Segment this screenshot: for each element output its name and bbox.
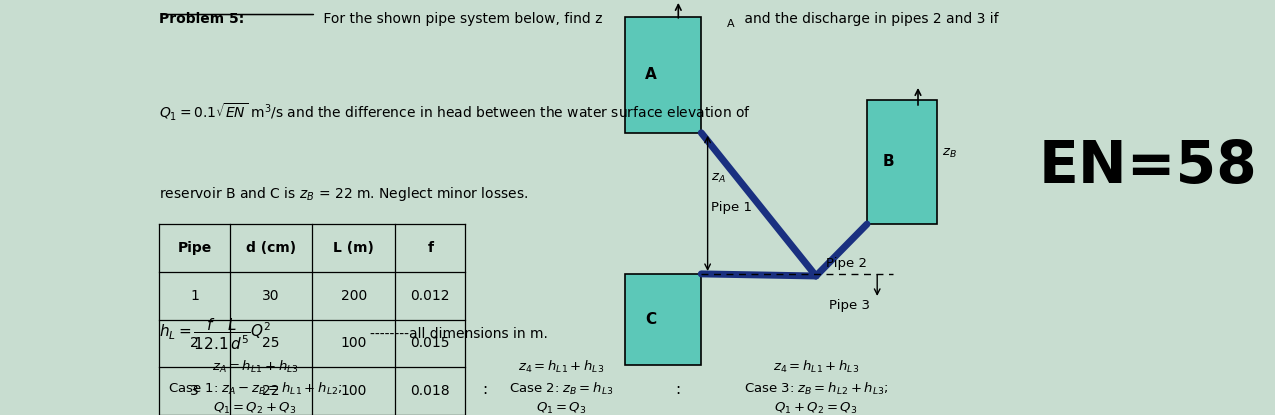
Text: Case 3: $z_B = h_{L2} + h_{L3}$;: Case 3: $z_B = h_{L2} + h_{L3}$; (743, 381, 889, 397)
Text: 200: 200 (340, 289, 367, 303)
Text: $Q_1 + Q_2 = Q_3$: $Q_1 + Q_2 = Q_3$ (774, 401, 858, 415)
Text: C: C (645, 312, 657, 327)
Text: 22: 22 (263, 384, 279, 398)
Text: $z_A$: $z_A$ (711, 172, 727, 185)
Text: EN=58: EN=58 (1038, 137, 1257, 195)
Text: 1: 1 (190, 289, 199, 303)
Text: $h_L = \dfrac{f \quad L}{12.1\,d^5}Q^2$: $h_L = \dfrac{f \quad L}{12.1\,d^5}Q^2$ (159, 316, 272, 352)
Text: A: A (645, 67, 657, 82)
Text: $z_4 = h_{L1} + h_{L3}$: $z_4 = h_{L1} + h_{L3}$ (518, 359, 604, 375)
Bar (625, 17, 701, 133)
Text: 0.012: 0.012 (411, 289, 450, 303)
Text: Pipe: Pipe (177, 241, 212, 255)
Text: and the discharge in pipes 2 and 3 if: and the discharge in pipes 2 and 3 if (740, 12, 998, 27)
Text: A: A (727, 19, 734, 29)
Text: 100: 100 (340, 337, 367, 350)
Text: Problem 5:: Problem 5: (159, 12, 245, 27)
Text: 3: 3 (190, 384, 199, 398)
Text: $z_B$: $z_B$ (942, 147, 958, 160)
Bar (867, 100, 937, 224)
Text: Pipe 3: Pipe 3 (829, 298, 870, 312)
Text: For the shown pipe system below, find z: For the shown pipe system below, find z (319, 12, 602, 27)
Text: --------all dimensions in m.: --------all dimensions in m. (370, 327, 548, 341)
Text: B: B (882, 154, 894, 169)
Text: Case 1: $z_A - z_B = h_{L1} + h_{L2}$;: Case 1: $z_A - z_B = h_{L1} + h_{L2}$; (168, 381, 342, 397)
Text: $Q_1 = Q_3$: $Q_1 = Q_3$ (536, 401, 586, 415)
Bar (625, 274, 701, 365)
Text: $z_A = h_{L1} + h_{L3}$: $z_A = h_{L1} + h_{L3}$ (212, 359, 298, 375)
Text: 30: 30 (263, 289, 279, 303)
Text: :: : (482, 382, 487, 397)
Text: 0.015: 0.015 (411, 337, 450, 350)
Text: reservoir B and C is $z_B$ = 22 m. Neglect minor losses.: reservoir B and C is $z_B$ = 22 m. Negle… (159, 185, 529, 203)
Text: f: f (427, 241, 434, 255)
Text: 25: 25 (263, 337, 279, 350)
Text: $Q_1 = Q_2 + Q_3$: $Q_1 = Q_2 + Q_3$ (213, 401, 297, 415)
Text: :: : (676, 382, 681, 397)
Text: $Q_1 = 0.1\sqrt{EN}$ m$^3$/s and the difference in head between the water surfac: $Q_1 = 0.1\sqrt{EN}$ m$^3$/s and the dif… (159, 102, 751, 123)
Text: 100: 100 (340, 384, 367, 398)
Text: Pipe 1: Pipe 1 (711, 201, 752, 214)
Text: $z_4 = h_{L1} + h_{L3}$: $z_4 = h_{L1} + h_{L3}$ (773, 359, 859, 375)
Text: Case 2: $z_B = h_{L3}$: Case 2: $z_B = h_{L3}$ (509, 381, 613, 397)
Text: 0.018: 0.018 (411, 384, 450, 398)
Text: d (cm): d (cm) (246, 241, 296, 255)
Text: 2: 2 (190, 337, 199, 350)
Text: L (m): L (m) (333, 241, 375, 255)
Text: Pipe 2: Pipe 2 (826, 257, 867, 270)
